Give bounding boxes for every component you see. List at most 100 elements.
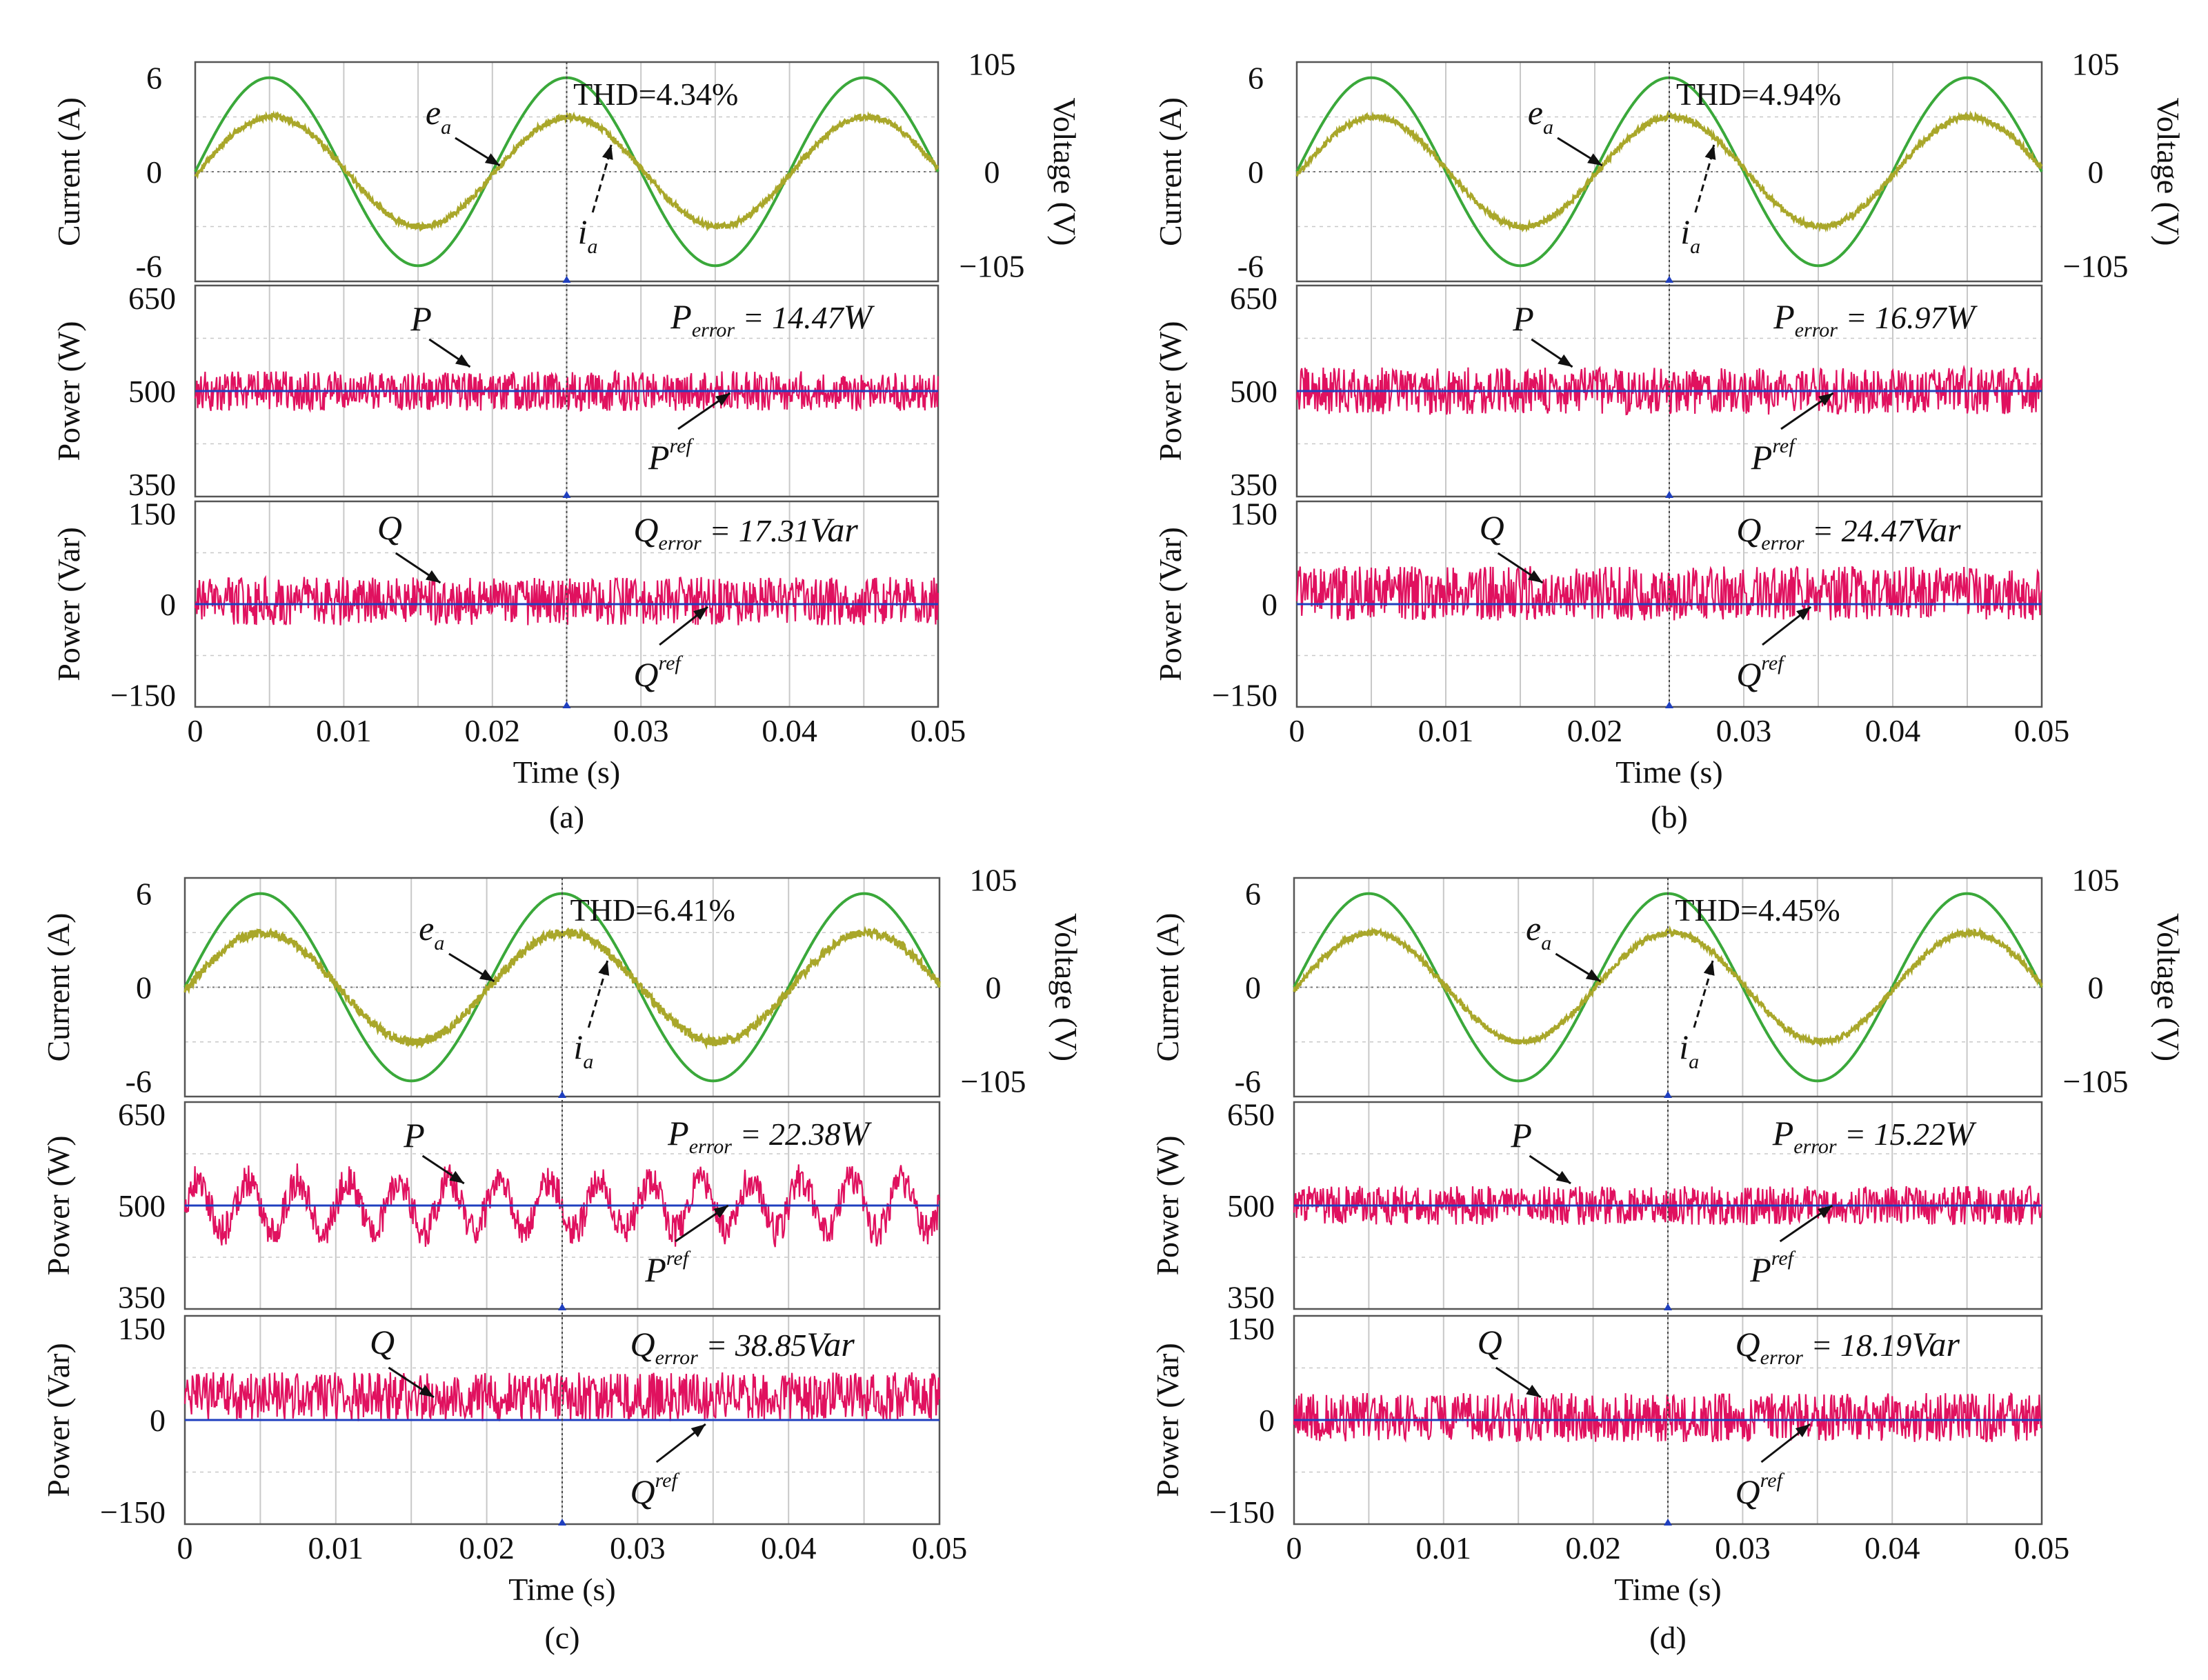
ia-arrow-tip-head — [1703, 961, 1715, 976]
current-tick-label: -6 — [1235, 1063, 1261, 1099]
x-tick-label: 0.04 — [762, 713, 817, 748]
p-ref-label: Pref — [644, 1247, 690, 1289]
q-ref-arrow-head — [693, 607, 708, 621]
current-panel — [1293, 877, 2043, 1098]
current-tick-label: 6 — [136, 877, 152, 912]
ea-arrow — [1555, 952, 1602, 983]
ia-series-line — [194, 110, 939, 232]
p-tick-label: 350 — [128, 467, 176, 502]
p-tick-label: 350 — [1227, 1279, 1275, 1314]
ia-arrow-shaft — [1694, 148, 1715, 213]
current-tick-label: 0 — [1248, 154, 1264, 190]
p-ref-arrow-head — [1818, 393, 1833, 406]
x-tick-label: 0 — [177, 1530, 193, 1566]
x-tick-label: 0.01 — [308, 1530, 364, 1566]
voltage-tick-label: 105 — [968, 47, 1016, 82]
q-ref-label: Qref — [633, 652, 683, 694]
current-tick-label: 0 — [1245, 970, 1261, 1006]
thd-label: THD=4.34% — [573, 77, 738, 112]
ia-arrow-tip-head — [1704, 145, 1716, 160]
x-tick-label: 0.01 — [1416, 1530, 1472, 1566]
p-error-label: Perror = 14.47W — [670, 297, 875, 341]
ia-arrow-tip — [601, 144, 613, 160]
x-tick-label: 0.03 — [1716, 713, 1772, 748]
p-tick-label: 650 — [118, 1097, 166, 1132]
x-tick-label: 0.03 — [1715, 1530, 1771, 1566]
ia-arrow — [1694, 148, 1715, 213]
q-ref-label: Qref — [1736, 652, 1786, 694]
current-axis-label: Current (A) — [1150, 913, 1185, 1062]
ia-label: ia — [1680, 212, 1700, 258]
p-tick-label: 350 — [118, 1279, 166, 1314]
x-tick-label: 0.04 — [1865, 713, 1921, 748]
voltage-axis-label: Voltage (V) — [1047, 97, 1082, 246]
p-ref-arrow-head — [715, 393, 730, 406]
q-tick-label: −150 — [110, 677, 176, 712]
ia-arrow-tip — [1703, 960, 1715, 976]
ia-label: ia — [573, 1028, 593, 1073]
ea-arrow-head — [1585, 969, 1601, 981]
q-label: Q — [1480, 508, 1504, 547]
x-axis-label: Time (s) — [1614, 1572, 1722, 1607]
x-tick-label: 0.05 — [2014, 1530, 2070, 1566]
current-axis-label: Current (A) — [41, 913, 76, 1062]
p-tick-label: 500 — [1227, 1188, 1275, 1223]
subplot-a: 6 0 -6 105 0 −105 Current (A) Voltage (V) THD=4.… — [51, 47, 1082, 834]
current-tick-label: 0 — [146, 154, 162, 190]
q-ref-arrow — [1760, 1423, 1811, 1463]
current-tick-label: -6 — [136, 248, 162, 283]
current-panel — [194, 61, 939, 283]
subplot-caption: (c) — [544, 1620, 579, 1655]
q-panel — [183, 1314, 941, 1526]
thd-label: THD=6.41% — [570, 892, 735, 928]
thd-label: THD=4.94% — [1676, 77, 1841, 112]
x-axis-label: Time (s) — [513, 754, 621, 790]
q-ref-label: Qref — [1735, 1469, 1785, 1511]
x-axis-label: Time (s) — [508, 1572, 616, 1607]
p-axis-label: Power (W) — [1153, 321, 1188, 461]
cursor-marker — [1664, 1303, 1672, 1310]
q-panel — [194, 500, 939, 708]
x-tick-label: 0 — [1286, 1530, 1302, 1566]
q-ref-arrow — [655, 1423, 706, 1463]
p-arrow-head — [1555, 1170, 1571, 1183]
q-series-line — [1295, 566, 2043, 621]
q-tick-label: 150 — [1227, 1311, 1275, 1346]
q-ref-arrow — [659, 606, 709, 646]
subplot-caption: (a) — [549, 799, 584, 834]
x-tick-label: 0.04 — [761, 1530, 817, 1566]
q-axis-label: Power (Var) — [51, 527, 86, 681]
q-label: Q — [370, 1323, 395, 1361]
q-tick-label: 150 — [1230, 497, 1277, 532]
p-series-line — [1295, 364, 2043, 416]
p-label: P — [1512, 299, 1534, 338]
p-tick-label: 650 — [1230, 281, 1277, 316]
ea-arrow — [1557, 137, 1603, 167]
q-tick-label: 0 — [1262, 587, 1277, 622]
subplot-caption: (b) — [1651, 799, 1688, 834]
current-tick-label: -6 — [126, 1063, 152, 1099]
q-tick-label: 0 — [160, 587, 176, 622]
cursor-marker — [562, 701, 571, 708]
q-arrow — [395, 552, 441, 584]
voltage-tick-label: 0 — [2088, 970, 2104, 1006]
x-tick-label: 0.04 — [1864, 1530, 1920, 1566]
subplot-c: 6 0 -6 105 0 −105 Current (A) Voltage (V) THD=6.… — [41, 863, 1084, 1655]
ea-arrow-head — [484, 153, 500, 166]
q-ref-arrow — [1762, 606, 1812, 646]
q-ref-arrow-head — [690, 1424, 706, 1437]
q-arrow-head — [1527, 570, 1543, 583]
cursor-marker — [558, 1519, 566, 1526]
p-ref-label: Pref — [1749, 1247, 1796, 1289]
q-axis-label: Power (Var) — [1153, 527, 1188, 681]
q-ref-label: Qref — [630, 1469, 679, 1511]
q-tick-label: 150 — [118, 1311, 166, 1346]
cursor-marker — [562, 491, 571, 498]
current-panel — [183, 877, 941, 1098]
p-tick-label: 650 — [1227, 1097, 1275, 1132]
p-series-line — [1293, 1184, 2043, 1226]
cursor-marker — [1665, 491, 1673, 498]
q-axis-label: Power (Var) — [1150, 1343, 1185, 1497]
x-tick-label: 0.03 — [613, 713, 669, 748]
